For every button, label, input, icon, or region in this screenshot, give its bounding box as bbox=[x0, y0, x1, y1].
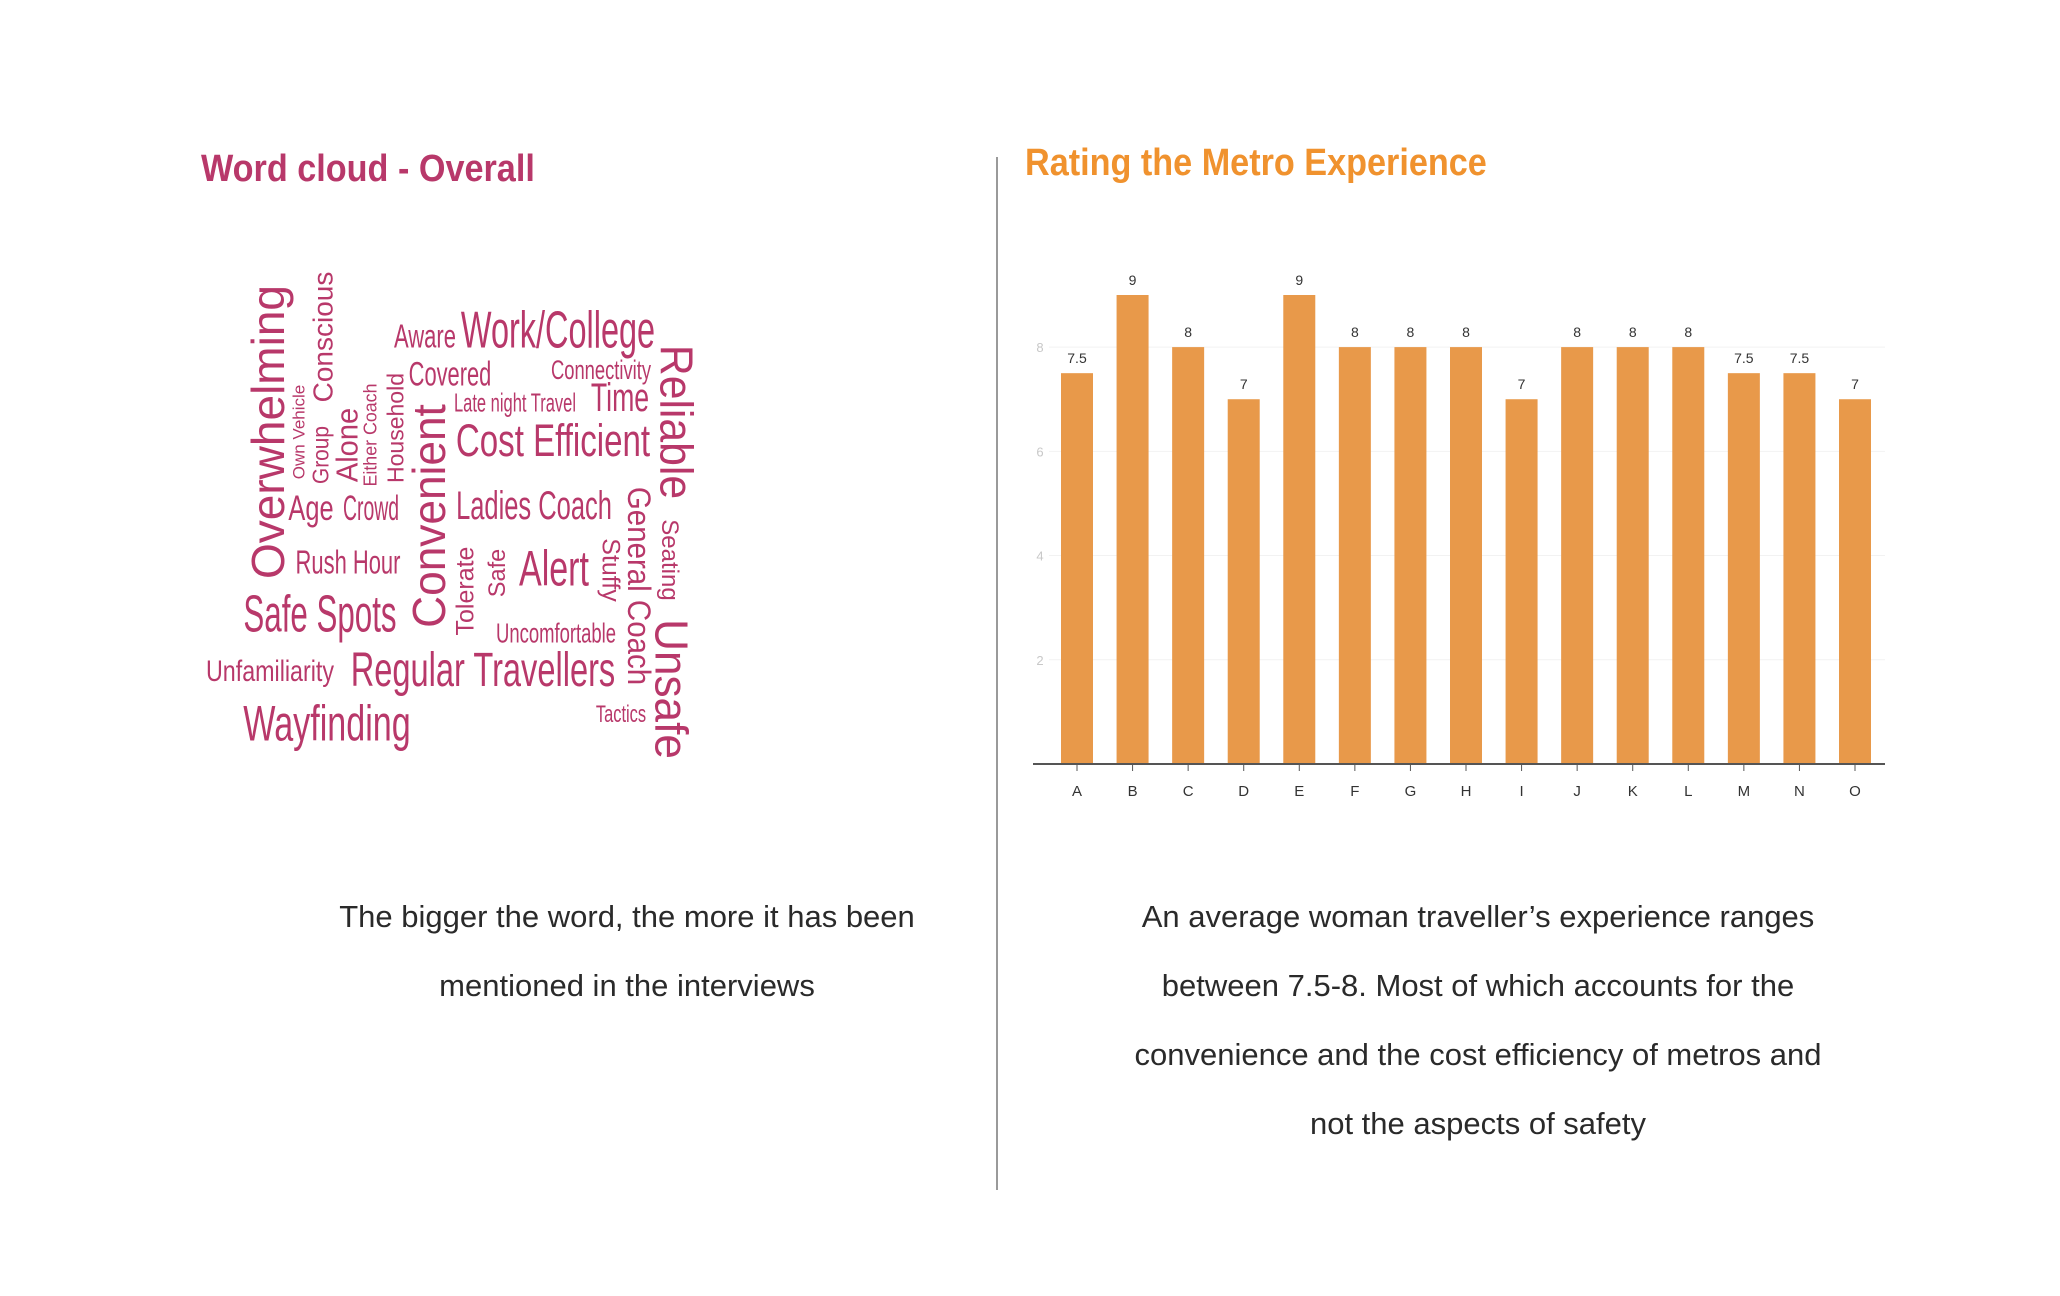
data-label: 7.5 bbox=[1734, 350, 1754, 366]
word-own-vehicle: Own Vehicle bbox=[289, 384, 309, 480]
data-label: 8 bbox=[1629, 324, 1637, 340]
data-label: 8 bbox=[1573, 324, 1581, 340]
word-tolerate: Tolerate bbox=[451, 546, 480, 636]
word-unfamiliarity: Unfamiliarity bbox=[205, 654, 335, 688]
word-covered: Covered bbox=[408, 355, 492, 394]
bar bbox=[1672, 347, 1705, 764]
y-tick-label: 8 bbox=[1036, 340, 1043, 355]
caption-line: An average woman traveller’s experience … bbox=[1141, 899, 1815, 934]
word-group: Group bbox=[307, 426, 334, 484]
y-tick-label: 2 bbox=[1036, 653, 1043, 668]
bar bbox=[1227, 399, 1260, 764]
word-overwhelming: Overwhelming bbox=[241, 285, 294, 579]
word-seating: Seating bbox=[656, 519, 683, 601]
bar bbox=[1283, 295, 1316, 764]
word-safe-spots: Safe Spots bbox=[243, 585, 397, 644]
bar bbox=[1116, 295, 1149, 764]
bar bbox=[1616, 347, 1649, 764]
x-tick-label: H bbox=[1461, 783, 1472, 800]
bar bbox=[1783, 373, 1816, 764]
word-late-night-travel: Late night Travel bbox=[453, 387, 577, 418]
x-tick-label: M bbox=[1738, 783, 1751, 800]
data-label: 7 bbox=[1518, 376, 1526, 392]
word-connectivity: Connectivity bbox=[550, 354, 652, 385]
bar-chart: 2 4 6 8 7.5 A 9 B 8 C 7 D 9 E 8 F 8 G 8 H 7 I 8 J 8 K 8 L 7.5 M 7.5 N 7 O bbox=[1033, 272, 1885, 800]
y-tick-label: 6 bbox=[1036, 444, 1043, 459]
data-label: 7 bbox=[1240, 376, 1248, 392]
data-label: 8 bbox=[1407, 324, 1415, 340]
caption-line: not the aspects of safety bbox=[1309, 1106, 1647, 1141]
data-label: 8 bbox=[1462, 324, 1470, 340]
word-uncomfortable: Uncomfortable bbox=[496, 617, 616, 649]
word-cloud-caption: The bigger the word, the more it has bee… bbox=[297, 882, 957, 1020]
data-label: 9 bbox=[1129, 272, 1137, 288]
chart-title: Rating the Metro Experience bbox=[1025, 142, 1487, 184]
data-label: 7.5 bbox=[1067, 350, 1087, 366]
x-tick-label: N bbox=[1794, 783, 1805, 800]
x-tick-label: D bbox=[1238, 783, 1249, 800]
word-aware: Aware bbox=[394, 317, 456, 355]
word-cloud-title: Word cloud - Overall bbox=[201, 148, 535, 190]
x-tick-label: G bbox=[1405, 783, 1417, 800]
data-label: 8 bbox=[1351, 324, 1359, 340]
bar bbox=[1061, 373, 1093, 764]
word-crowd: Crowd bbox=[342, 488, 400, 528]
x-tick-label: J bbox=[1573, 783, 1581, 800]
caption-line: between 7.5-8. Most of which accounts fo… bbox=[1161, 968, 1795, 1003]
word-safe: Safe bbox=[484, 548, 511, 598]
word-ladies-coach: Ladies Coach bbox=[456, 484, 612, 528]
bar bbox=[1839, 399, 1871, 764]
word-unsafe: Unsafe bbox=[645, 619, 698, 759]
caption-line: The bigger the word, the more it has bee… bbox=[339, 899, 915, 934]
word-stuffy: Stuffy bbox=[596, 538, 625, 602]
y-tick-label: 4 bbox=[1036, 549, 1043, 564]
x-tick-label: I bbox=[1519, 783, 1523, 800]
data-label: 7.5 bbox=[1790, 350, 1810, 366]
x-tick-label: O bbox=[1849, 783, 1861, 800]
word-wayfinding: Wayfinding bbox=[243, 695, 411, 752]
word-age: Age bbox=[288, 488, 334, 528]
bar bbox=[1450, 347, 1482, 764]
x-tick-label: K bbox=[1628, 783, 1638, 800]
bar bbox=[1172, 347, 1205, 764]
word-work-college: Work/College bbox=[460, 301, 656, 360]
data-label: 7 bbox=[1851, 376, 1859, 392]
word-reliable: Reliable bbox=[650, 344, 703, 500]
x-tick-label: A bbox=[1072, 783, 1082, 800]
word-tactics: Tactics bbox=[595, 701, 647, 728]
word-rush-hour: Rush Hour bbox=[295, 543, 401, 581]
word-convenient: Convenient bbox=[402, 404, 455, 628]
word-cost-efficient: Cost Efficient bbox=[455, 415, 651, 467]
bar bbox=[1561, 347, 1594, 764]
word-conscious: Conscious bbox=[307, 271, 339, 403]
data-label: 9 bbox=[1295, 272, 1303, 288]
divider bbox=[996, 157, 998, 1190]
word-either-coach: Either Coach bbox=[360, 383, 381, 487]
chart-caption: An average woman traveller’s experience … bbox=[1068, 882, 1888, 1158]
x-tick-label: E bbox=[1294, 783, 1304, 800]
bar bbox=[1338, 347, 1371, 764]
word-time: Time bbox=[590, 376, 650, 420]
caption-line: mentioned in the interviews bbox=[439, 968, 815, 1003]
x-tick-label: B bbox=[1128, 783, 1138, 800]
bar bbox=[1727, 373, 1760, 764]
word-alone: Alone bbox=[329, 407, 365, 483]
data-label: 8 bbox=[1184, 324, 1192, 340]
x-tick-label: C bbox=[1183, 783, 1194, 800]
caption-line: convenience and the cost efficiency of m… bbox=[1134, 1037, 1822, 1072]
word-alert: Alert bbox=[519, 540, 589, 597]
bar bbox=[1394, 347, 1427, 764]
x-tick-label: F bbox=[1350, 783, 1359, 800]
data-label: 8 bbox=[1684, 324, 1692, 340]
bar bbox=[1505, 399, 1538, 764]
word-regular-travellers: Regular Travellers bbox=[350, 644, 616, 697]
x-tick-label: L bbox=[1684, 783, 1692, 800]
